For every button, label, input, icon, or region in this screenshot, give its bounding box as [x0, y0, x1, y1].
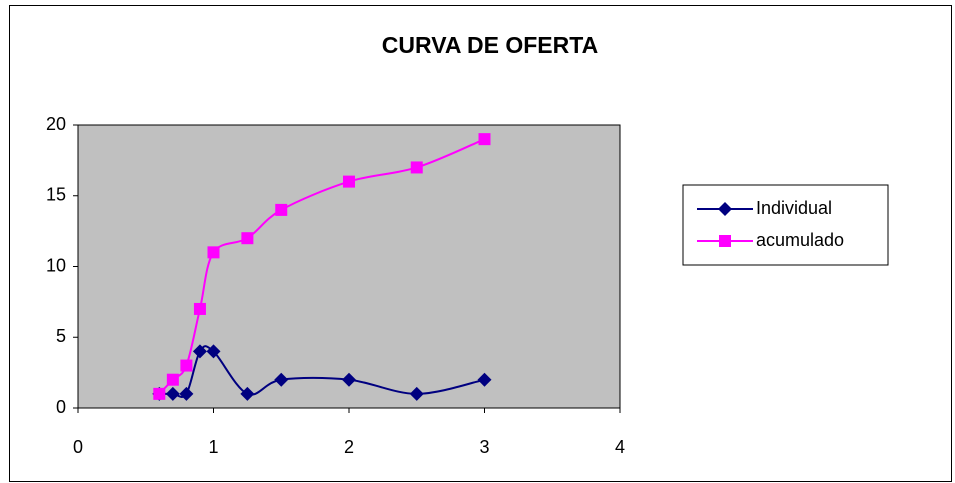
data-point — [241, 232, 254, 245]
legend-marker — [719, 235, 731, 247]
data-point — [409, 386, 424, 401]
data-point — [274, 372, 289, 387]
data-point — [193, 302, 206, 315]
series-line — [158, 138, 485, 395]
y-tick-label: 5 — [56, 326, 66, 346]
data-point — [207, 246, 220, 259]
data-point — [180, 359, 193, 372]
data-point — [343, 175, 355, 188]
y-tick-label: 15 — [46, 185, 66, 205]
data-point — [478, 133, 491, 146]
plot-area — [77, 124, 621, 409]
data-point — [477, 372, 492, 387]
data-point — [192, 344, 207, 359]
series-line — [159, 345, 485, 398]
chart-title: CURVA DE OFERTA — [382, 32, 598, 58]
data-point — [153, 387, 166, 400]
data-point — [342, 372, 356, 387]
legend-label: acumulado — [756, 230, 844, 250]
data-point — [240, 386, 255, 401]
data-point — [410, 161, 423, 174]
data-point — [179, 386, 194, 401]
data-point — [275, 203, 288, 216]
data-point — [206, 344, 221, 359]
legend — [682, 184, 889, 266]
x-tick-label: 0 — [73, 437, 83, 457]
data-point — [166, 373, 179, 386]
x-tick-label: 3 — [479, 437, 489, 457]
data-point — [165, 386, 180, 401]
y-tick-label: 20 — [46, 114, 66, 134]
y-tick-label: 0 — [56, 397, 66, 417]
legend-marker — [718, 202, 732, 216]
y-tick-label: 10 — [46, 255, 66, 275]
x-tick-label: 2 — [344, 437, 354, 457]
legend-label: Individual — [756, 198, 832, 218]
x-tick-label: 4 — [615, 437, 625, 457]
x-tick-label: 1 — [208, 437, 218, 457]
